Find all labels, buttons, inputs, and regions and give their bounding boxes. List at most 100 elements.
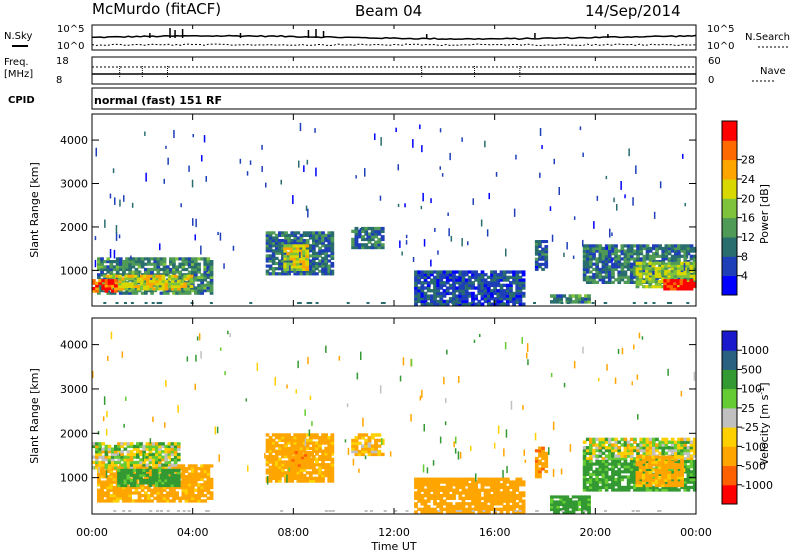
range-cell (420, 302, 425, 306)
range-cell (321, 236, 325, 240)
range-cell (623, 485, 628, 489)
range-cell (98, 447, 102, 451)
range-cell (614, 448, 618, 453)
range-cell (194, 278, 198, 282)
range-cell (667, 478, 672, 482)
range-cell (164, 466, 169, 470)
range-cell (122, 262, 126, 266)
range-cell (582, 249, 587, 253)
range-cell (577, 497, 582, 501)
range-cell (518, 480, 523, 484)
range-cell (294, 463, 299, 467)
range-cell (190, 499, 195, 503)
range-cell (152, 282, 156, 286)
range-cell (203, 475, 208, 479)
range-cell (302, 244, 306, 248)
range-cell (178, 275, 183, 279)
range-cell (274, 233, 279, 237)
scatter-echo (488, 192, 490, 200)
range-cell (364, 449, 369, 454)
near-range-echo (346, 302, 350, 304)
range-cell (209, 494, 214, 498)
range-cell (448, 483, 453, 487)
range-cell (518, 281, 523, 285)
range-cell (607, 252, 612, 256)
range-cell (442, 283, 447, 287)
range-cell (636, 465, 640, 469)
range-cell (161, 279, 166, 283)
range-cell (673, 473, 678, 477)
range-cell (592, 262, 596, 266)
range-cell (367, 237, 372, 242)
range-cell (370, 436, 375, 440)
range-cell (521, 278, 526, 282)
range-cell (592, 443, 596, 447)
range-cell (203, 257, 208, 261)
range-cell (187, 289, 192, 293)
range-cell (509, 485, 513, 490)
range-cell (439, 485, 444, 490)
range-cell (601, 483, 606, 487)
range-cell (592, 254, 596, 258)
range-cell (118, 287, 122, 291)
scatter-echo (443, 376, 445, 385)
range-cell (430, 294, 434, 298)
range-cell (534, 252, 539, 256)
scatter-echo (582, 239, 584, 247)
scatter-echo (165, 379, 167, 387)
range-cell (442, 480, 447, 484)
range-cell (682, 281, 687, 286)
range-cell (129, 481, 134, 485)
range-cell (439, 291, 444, 296)
range-cell (620, 478, 625, 482)
range-cell (364, 243, 369, 247)
range-cell (170, 484, 175, 488)
range-cell (623, 440, 628, 444)
range-cell (664, 277, 668, 281)
range-cell (110, 463, 115, 467)
range-cell (604, 472, 609, 476)
range-cell (101, 279, 106, 283)
range-cell (611, 265, 615, 269)
range-cell (667, 277, 672, 281)
range-cell (582, 262, 587, 266)
range-cell (623, 273, 628, 277)
range-cell (677, 459, 681, 464)
range-cell (151, 447, 156, 451)
range-cell (283, 257, 287, 261)
range-cell (538, 451, 542, 455)
range-cell (420, 480, 425, 484)
range-cell (474, 494, 478, 498)
range-cell (200, 286, 204, 290)
range-cell (187, 467, 192, 471)
range-cell (499, 283, 504, 287)
range-cell (137, 260, 142, 264)
range-cell (439, 273, 444, 277)
range-cell (604, 459, 609, 464)
range-cell (104, 284, 109, 288)
range-cell (607, 483, 612, 487)
range-cell (471, 283, 475, 287)
range-cell (426, 499, 431, 503)
range-cell (117, 452, 121, 457)
range-cell (505, 510, 510, 514)
range-cell (430, 488, 434, 492)
range-cell (623, 265, 628, 269)
range-cell (299, 246, 304, 250)
range-cell (464, 297, 469, 301)
range-cell (633, 470, 637, 474)
range-cell (598, 273, 603, 277)
range-cell (601, 475, 606, 479)
range-cell (299, 257, 303, 261)
range-cell (308, 479, 313, 483)
range-cell (448, 283, 453, 287)
range-cell (667, 467, 672, 471)
range-cell (370, 452, 375, 457)
range-cell (296, 476, 301, 480)
scatter-echo (114, 197, 116, 205)
range-cell (534, 260, 539, 264)
range-cell (604, 465, 609, 469)
range-cell (120, 452, 124, 457)
range-cell (125, 488, 129, 492)
range-cell (515, 297, 520, 301)
